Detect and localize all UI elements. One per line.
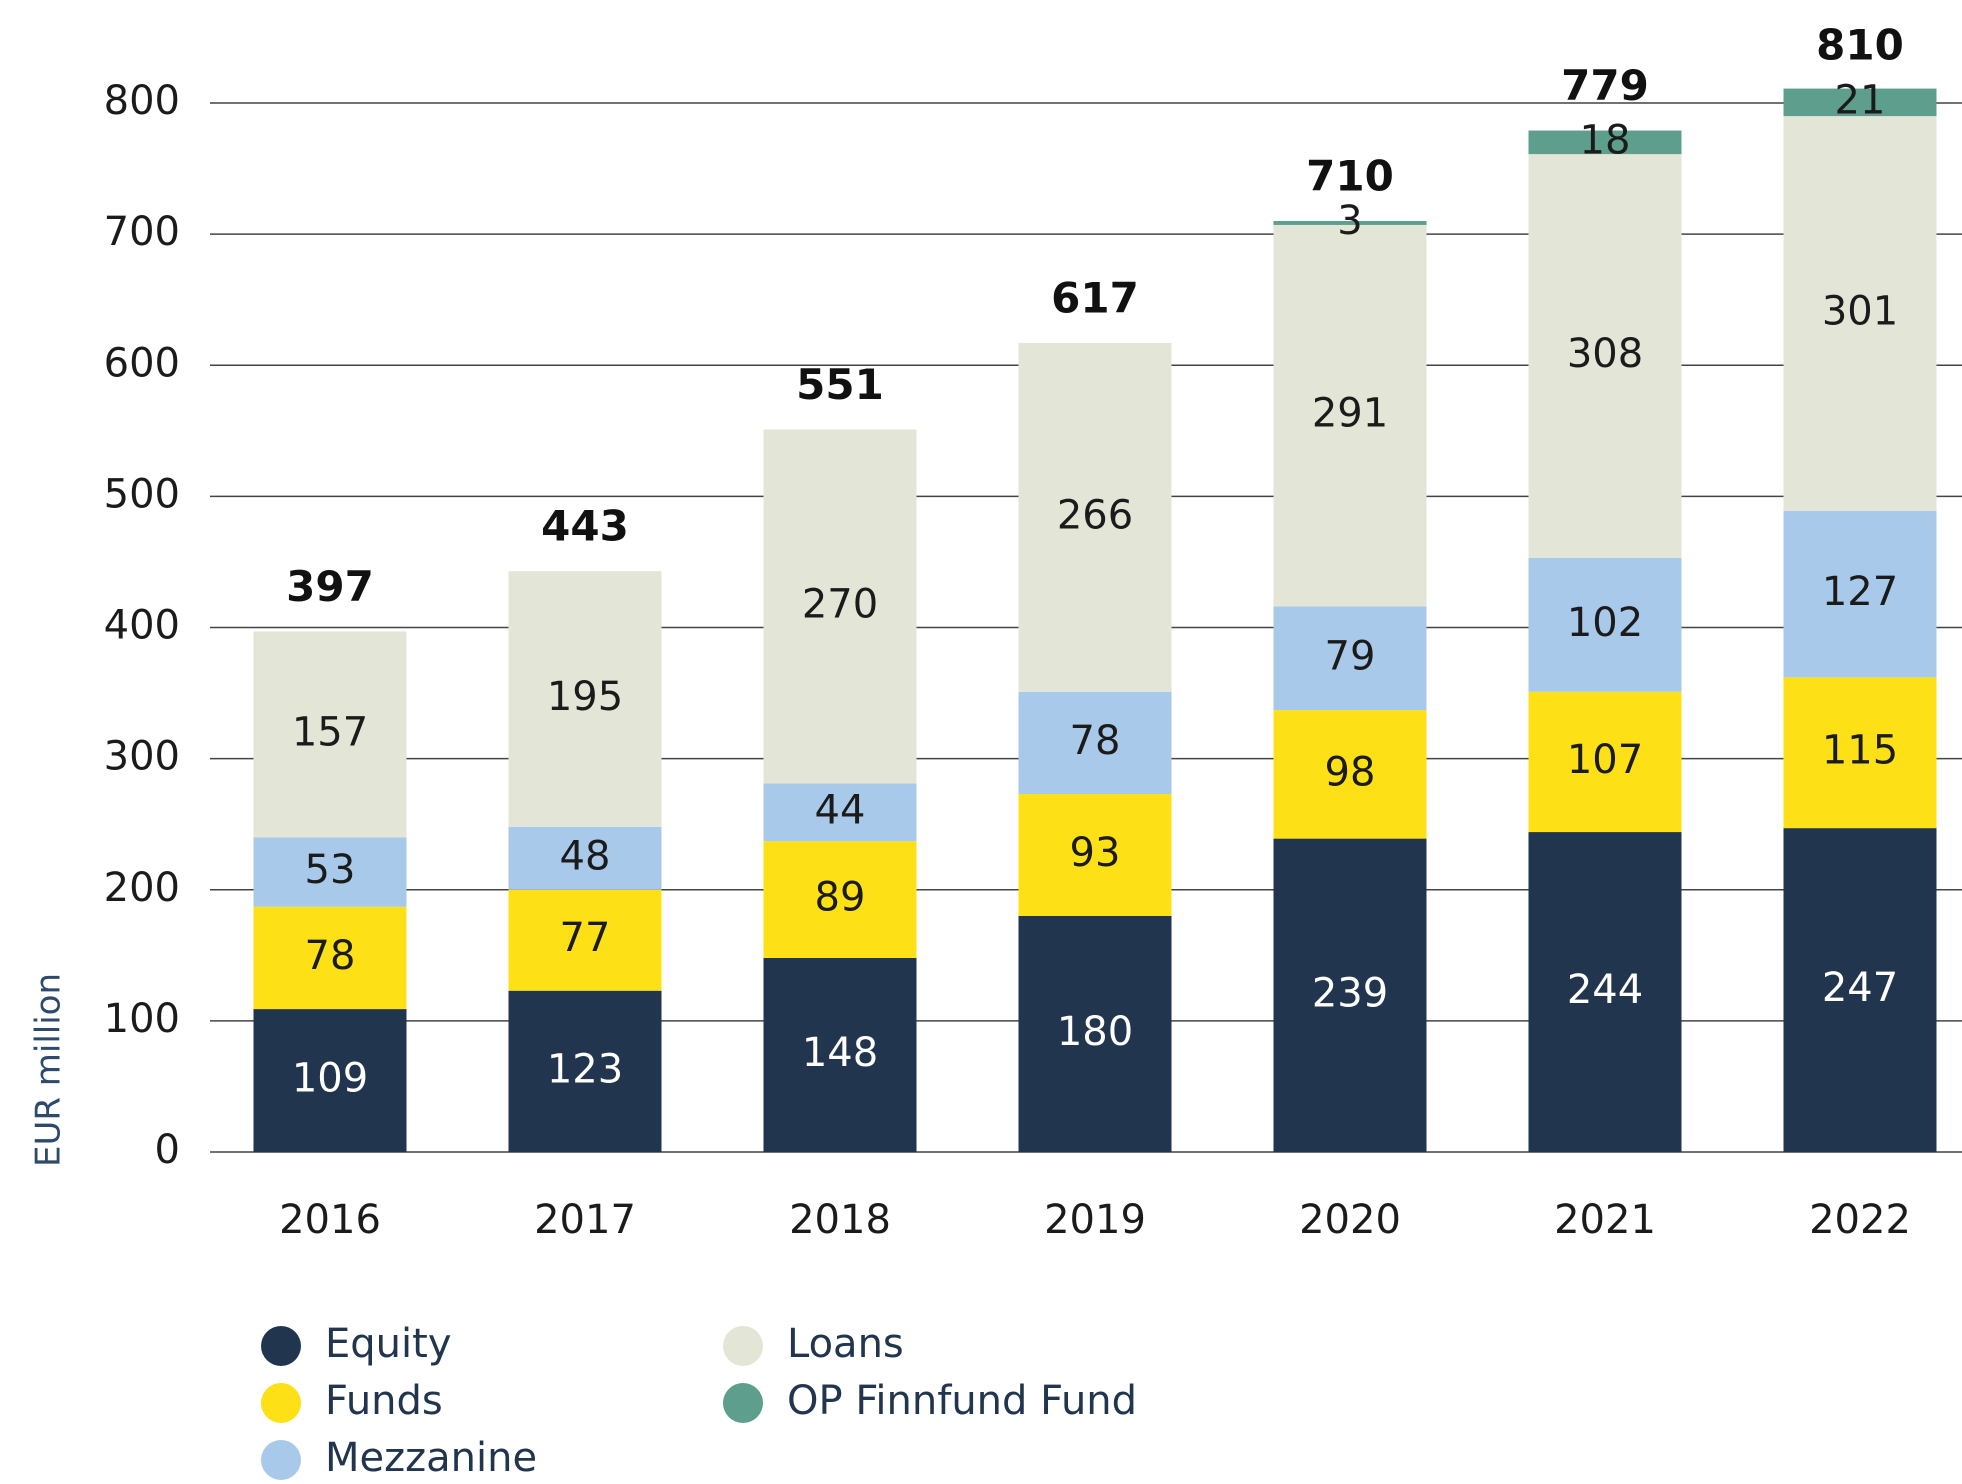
bar-segment xyxy=(1273,838,1427,1152)
x-tick-label: 2017 xyxy=(534,1197,636,1243)
x-tick-label: 2021 xyxy=(1554,1197,1656,1243)
x-tick-label: 2020 xyxy=(1299,1197,1401,1243)
data-label: 48 xyxy=(560,833,611,879)
bar-segment xyxy=(1528,154,1682,559)
data-label: 180 xyxy=(1057,1009,1133,1055)
data-label: 148 xyxy=(802,1030,878,1076)
data-label: 53 xyxy=(305,847,356,893)
total-label: 443 xyxy=(541,502,629,551)
legend-swatch xyxy=(723,1383,763,1423)
legend-swatch xyxy=(261,1383,301,1423)
bar-segment xyxy=(508,826,662,890)
bar-segment xyxy=(1528,130,1682,155)
bar-segment xyxy=(1018,342,1172,692)
x-tick-label: 2019 xyxy=(1044,1197,1146,1243)
data-label: 127 xyxy=(1822,569,1898,615)
bar-segment xyxy=(508,889,662,991)
data-label: 18 xyxy=(1580,117,1631,163)
data-label: 78 xyxy=(305,933,356,979)
y-tick-label: 200 xyxy=(104,865,180,911)
bar-segment xyxy=(1018,691,1172,795)
data-label: 79 xyxy=(1325,633,1376,679)
bar-segment xyxy=(1273,221,1427,225)
data-label: 123 xyxy=(547,1046,623,1092)
data-label: 89 xyxy=(815,875,866,921)
total-label: 779 xyxy=(1561,61,1649,110)
y-tick-label: 500 xyxy=(104,471,180,517)
bar-segment xyxy=(1273,224,1427,607)
y-tick-label: 0 xyxy=(155,1127,180,1173)
bar-segment xyxy=(1528,558,1682,692)
bar-segment xyxy=(763,783,917,842)
bar-segment xyxy=(763,841,917,958)
bar-segment xyxy=(253,837,407,907)
total-label: 710 xyxy=(1306,152,1394,201)
legend-label: Loans xyxy=(787,1321,904,1367)
data-label: 270 xyxy=(802,582,878,628)
y-axis-label: EUR million xyxy=(29,973,69,1167)
data-label: 21 xyxy=(1835,77,1886,123)
y-tick-label: 700 xyxy=(104,209,180,255)
bar-segment xyxy=(253,1009,407,1152)
bar-segment xyxy=(1273,710,1427,839)
data-label: 98 xyxy=(1325,749,1376,795)
bar-segment xyxy=(1783,88,1937,117)
bar-segment xyxy=(763,429,917,784)
data-label: 77 xyxy=(560,915,611,961)
y-tick-label: 400 xyxy=(104,603,180,649)
legend-label: Funds xyxy=(325,1378,443,1424)
bar-segment xyxy=(253,631,407,838)
y-tick-label: 600 xyxy=(104,340,180,386)
data-label: 244 xyxy=(1567,967,1643,1013)
bar-segment xyxy=(1783,510,1937,678)
legend-swatch xyxy=(723,1326,763,1366)
data-label: 93 xyxy=(1070,830,1121,876)
data-label: 157 xyxy=(292,709,368,755)
legend-label: OP Finnfund Fund xyxy=(787,1378,1137,1424)
x-tick-label: 2016 xyxy=(279,1197,381,1243)
data-label: 102 xyxy=(1567,600,1643,646)
data-label: 291 xyxy=(1312,391,1388,437)
legend-swatch xyxy=(261,1440,301,1480)
legend-swatch xyxy=(261,1326,301,1366)
bar-segment xyxy=(1783,116,1937,511)
data-label: 78 xyxy=(1070,718,1121,764)
data-label: 301 xyxy=(1822,288,1898,334)
x-tick-label: 2018 xyxy=(789,1197,891,1243)
data-label: 44 xyxy=(815,787,866,833)
bar-segment xyxy=(1018,915,1172,1152)
data-label: 109 xyxy=(292,1056,368,1102)
bar-segment xyxy=(253,906,407,1010)
total-label: 397 xyxy=(286,562,374,611)
bar-segment xyxy=(1783,828,1937,1152)
y-tick-label: 300 xyxy=(104,734,180,780)
bar-segment xyxy=(1528,691,1682,833)
total-label: 810 xyxy=(1816,20,1904,69)
legend-label: Equity xyxy=(325,1321,451,1367)
data-label: 195 xyxy=(547,674,623,720)
y-tick-label: 100 xyxy=(104,996,180,1042)
bar-segment xyxy=(1783,677,1937,829)
legend-label: Mezzanine xyxy=(325,1435,537,1481)
y-tick-label: 800 xyxy=(104,78,180,124)
x-tick-label: 2022 xyxy=(1809,1197,1911,1243)
data-label: 107 xyxy=(1567,737,1643,783)
bar-segment xyxy=(508,571,662,827)
data-label: 308 xyxy=(1567,331,1643,377)
bar-segment xyxy=(1018,794,1172,916)
bar-segment xyxy=(763,957,917,1152)
bar-segment xyxy=(508,990,662,1152)
data-label: 115 xyxy=(1822,728,1898,774)
data-label: 3 xyxy=(1337,198,1362,244)
data-label: 247 xyxy=(1822,965,1898,1011)
bar-segment xyxy=(1273,606,1427,711)
data-label: 239 xyxy=(1312,970,1388,1016)
data-label: 266 xyxy=(1057,492,1133,538)
bar-segment xyxy=(1528,832,1682,1152)
total-label: 617 xyxy=(1051,273,1139,322)
total-label: 551 xyxy=(796,360,884,409)
